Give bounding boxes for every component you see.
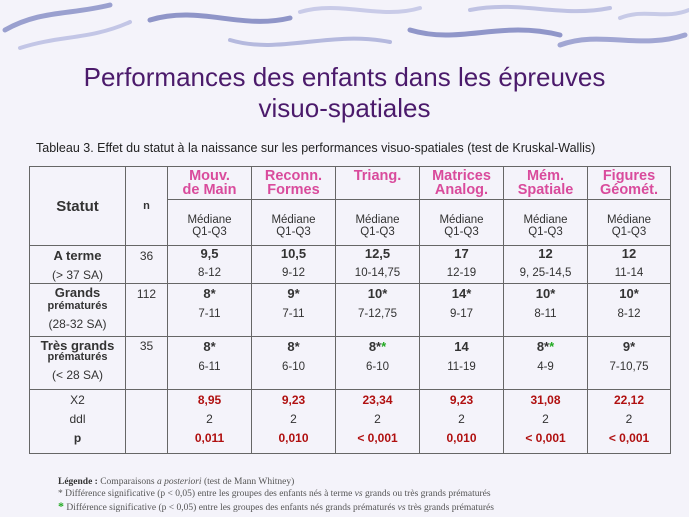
- results-table: Statut n Mouv. de Main Reconn. Formes Tria…: [29, 166, 671, 454]
- cell: 12 11-14: [587, 245, 671, 284]
- stats-n-empty: [125, 389, 168, 454]
- cell: 17 12-19: [419, 245, 504, 284]
- row-label: Très grands prématurés (< 28 SA): [29, 336, 126, 390]
- cell: 8* 6-10: [251, 336, 336, 390]
- row-n: 36: [125, 245, 168, 284]
- median-q-label: Médiane Q1-Q3: [167, 199, 252, 246]
- cell: 12,5 10-14,75: [335, 245, 420, 284]
- header-col-4: Matrices Analog.: [419, 166, 504, 200]
- cell: 9* 7-11: [251, 283, 336, 337]
- header-col-1: Mouv. de Main: [167, 166, 252, 200]
- header-col-5: Mém. Spatiale: [503, 166, 588, 200]
- cell: 14* 9-17: [419, 283, 504, 337]
- median-q-label: Médiane Q1-Q3: [503, 199, 588, 246]
- median-q-label: Médiane Q1-Q3: [419, 199, 504, 246]
- title-line-2: visuo-spatiales: [258, 93, 431, 123]
- title-line-1: Performances des enfants dans les épreuv…: [83, 62, 606, 92]
- header-subrow: Médiane Q1-Q3 Médiane Q1-Q3 Médiane Q1-Q3 M…: [30, 199, 671, 246]
- header-row: Statut n Mouv. de Main Reconn. Formes Tria…: [29, 166, 671, 246]
- decorative-brush-strokes: [2, 2, 689, 50]
- stats-cell: 9,23 2 0,010: [419, 389, 504, 454]
- stats-cell: 22,12 2 < 0,001: [587, 389, 671, 454]
- header-statut: Statut: [29, 166, 126, 246]
- stats-cell: 31,08 2 < 0,001: [503, 389, 588, 454]
- cell: 8* 7-11: [167, 283, 252, 337]
- row-n: 112: [125, 283, 168, 337]
- table-caption: Tableau 3. Effet du statut à la naissanc…: [36, 141, 596, 155]
- row-grands-prematures: Grands prématurés (28-32 SA) 112 8* 7-11 …: [29, 283, 671, 337]
- cell: 10* 8-11: [503, 283, 588, 337]
- stats-cell: 23,34 2 < 0,001: [335, 389, 420, 454]
- green-star: *: [549, 339, 555, 354]
- cell: 12 9, 25-14,5: [503, 245, 588, 284]
- cell: 9,5 8-12: [167, 245, 252, 284]
- cell: 8* 6-11: [167, 336, 252, 390]
- cell: 9* 7-10,75: [587, 336, 671, 390]
- page-title: Performances des enfants dans les épreuv…: [0, 62, 689, 124]
- cell: 10,5 9-12: [251, 245, 336, 284]
- row-tres-grands-prematures: Très grands prématurés (< 28 SA) 35 8* 6-…: [29, 336, 671, 390]
- median-q-label: Médiane Q1-Q3: [587, 199, 671, 246]
- stats-cell: 8,95 2 0,011: [167, 389, 252, 454]
- legend: Légende : Comparaisons a posteriori (tes…: [58, 476, 494, 514]
- legend-line-2: * Différence significative (p < 0,05) en…: [58, 499, 494, 513]
- cell: 14 11-19: [419, 336, 504, 390]
- cell: 10* 7-12,75: [335, 283, 420, 337]
- row-label: Grands prématurés (28-32 SA): [29, 283, 126, 337]
- green-star: *: [58, 499, 64, 513]
- row-a-terme: A terme (> 37 SA) 36 9,5 8-12 10,5 9-12 12…: [29, 245, 671, 284]
- header-col-3: Triang.: [335, 166, 420, 200]
- header-col-6: Figures Géomét.: [587, 166, 671, 200]
- legend-line-1: * Différence significative (p < 0,05) en…: [58, 489, 491, 499]
- row-label: A terme (> 37 SA): [29, 245, 126, 284]
- row-n: 35: [125, 336, 168, 390]
- header-n: n: [125, 166, 168, 246]
- legend-header: Légende : Comparaisons a posteriori (tes…: [58, 477, 295, 487]
- median-q-label: Médiane Q1-Q3: [251, 199, 336, 246]
- cell: 8** 4-9: [503, 336, 588, 390]
- stats-labels: X2 ddl p: [29, 389, 126, 454]
- cell: 8** 6-10: [335, 336, 420, 390]
- median-q-label: Médiane Q1-Q3: [335, 199, 420, 246]
- cell: 10* 8-12: [587, 283, 671, 337]
- stats-cell: 9,23 2 0,010: [251, 389, 336, 454]
- header-col-2: Reconn. Formes: [251, 166, 336, 200]
- row-stats: X2 ddl p 8,95 2 0,011 9,23 2 0,010 23,34 2 < 0…: [29, 389, 671, 454]
- green-star: *: [381, 339, 387, 354]
